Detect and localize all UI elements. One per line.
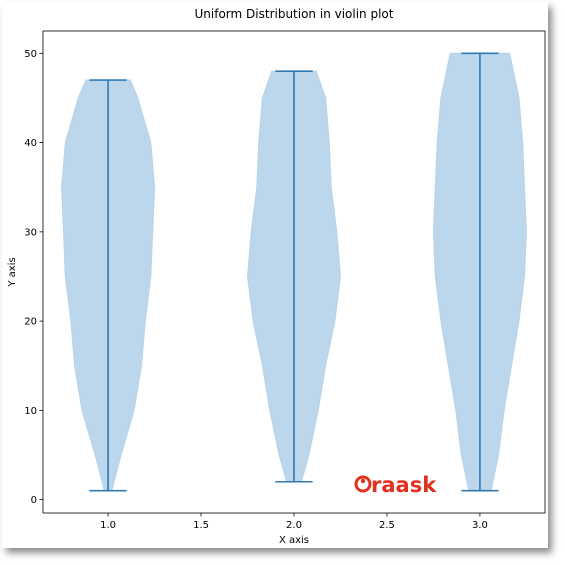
chart-title: Uniform Distribution in violin plot	[195, 7, 394, 21]
y-tick-label: 30	[24, 227, 37, 238]
x-tick-label: 2.5	[379, 520, 395, 531]
x-tick-label: 3.0	[472, 520, 488, 531]
brand-logo-icon	[354, 475, 372, 493]
violins-group	[61, 52, 527, 492]
y-ticks: 0 10 20 30 40 50	[24, 49, 43, 506]
x-tick-label: 2.0	[286, 520, 302, 531]
figure-frame: Uniform Distribution in violin plot 1.0 1…	[2, 2, 548, 548]
x-tick-label: 1.5	[193, 520, 209, 531]
y-tick-label: 20	[24, 317, 37, 328]
x-ticks: 1.0 1.5 2.0 2.5 3.0	[100, 513, 488, 531]
violin-chart: Uniform Distribution in violin plot 1.0 1…	[7, 7, 546, 546]
brand-watermark: raask	[354, 473, 437, 497]
y-tick-label: 0	[31, 495, 37, 506]
y-tick-label: 50	[24, 49, 37, 60]
x-axis-label: X axis	[279, 535, 309, 546]
y-tick-label: 40	[24, 138, 37, 149]
y-tick-label: 10	[24, 406, 37, 417]
brand-logo-head-icon	[360, 478, 366, 484]
y-axis-label: Y axis	[7, 257, 18, 287]
brand-text: raask	[371, 473, 437, 497]
x-tick-label: 1.0	[100, 520, 116, 531]
